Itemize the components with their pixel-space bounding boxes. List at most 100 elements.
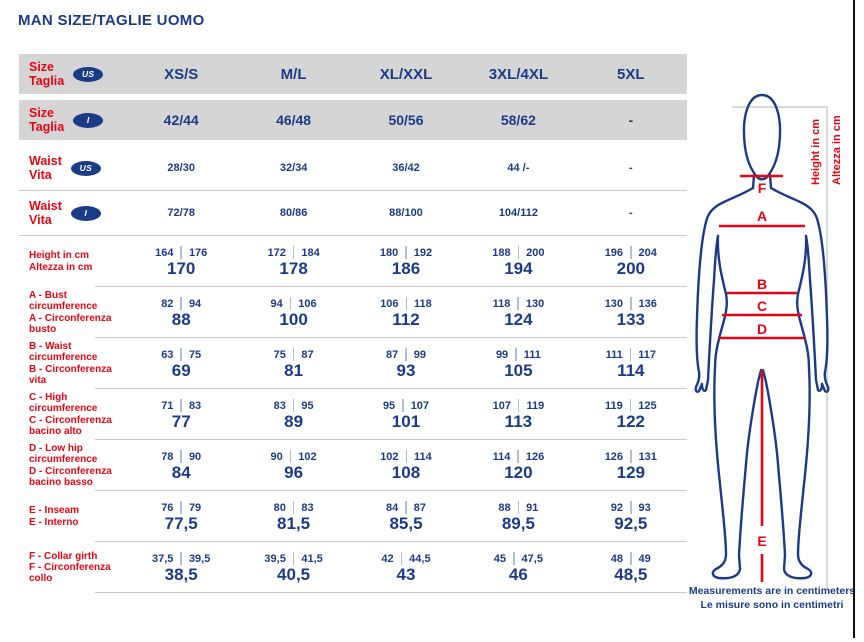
main-value: 84 [171,463,191,482]
range-divider [629,399,632,412]
value-range: 80 83 [274,501,314,514]
main-value: 170 [167,259,196,278]
range-max: 95 [301,399,314,412]
row-label: Size Taglia [29,60,65,88]
range-min: 107 [492,399,511,412]
range-min: 130 [604,297,624,310]
range-divider [629,348,632,361]
measure-cell: 95 107 101 [350,399,462,430]
range-divider [405,501,407,514]
measure-cell: 83 95 89 [237,399,349,430]
measure-cell: 164 176 170 [125,246,237,277]
measure-cell: 48 49 48,5 [575,552,687,583]
main-value: 133 [616,310,645,329]
range-min: 76 [161,501,174,514]
range-max: 119 [526,399,545,412]
measure-cell: 42 44,5 43 [350,552,462,583]
column-header: 5XL [617,65,645,83]
value-range: 39,5 41,5 [264,552,323,565]
measure-cell: 118 130 124 [462,297,574,328]
letter-C-high-hip: C [757,298,767,314]
range-divider [630,552,632,565]
main-value: 101 [391,412,421,431]
size-value: 28/30 [167,162,195,174]
size-value: 46/48 [276,112,312,128]
range-divider [405,246,407,259]
measure-cell: 111 117 114 [575,348,687,379]
main-value: 92,5 [614,514,648,533]
value-range: 82 94 [161,297,201,310]
value-range: 84 87 [386,501,426,514]
size-value: 104/112 [498,207,538,219]
measure-cell: 76 79 77,5 [125,501,237,532]
measure-cell: 63 75 69 [125,348,237,379]
row-header: B - Waist circumference B - Circonferenz… [19,341,125,386]
range-max: 91 [526,501,539,514]
range-max: 125 [638,399,657,412]
measure-cell: 196 204 200 [575,246,687,277]
row-header: A - Bust circumference A - Circonferenza… [19,290,125,335]
size-value: - [628,112,634,128]
range-min: 106 [380,297,399,310]
range-min: 180 [379,246,399,259]
row-header: Waist Vita US [19,154,125,182]
measure-cell: 188 200 194 [462,246,574,277]
main-value: 120 [504,463,533,482]
country-badge: US [70,160,101,176]
value-range: 114 126 [493,450,544,463]
measure-cell: 88 91 89,5 [462,501,574,532]
range-min: 45 [493,552,507,565]
main-value: 40,5 [277,565,311,584]
range-min: 83 [273,399,286,412]
range-max: 93 [638,501,651,514]
range-divider [292,348,295,361]
main-value: 108 [391,463,421,482]
value-range: 37,5 39,5 [152,552,210,565]
main-value: 186 [391,259,421,278]
measurement-lines [719,174,805,582]
measure-cell: 80 83 81,5 [237,501,349,532]
row-header: E - Inseam E - Interno [19,505,125,527]
size-table: Size Taglia US XS/S M/L XL/XXL 3XL/4XL 5… [19,54,687,593]
value-range: 188 200 [492,246,545,259]
main-value: 38,5 [164,565,198,584]
man-body-outline [694,93,830,580]
main-value: 105 [504,361,533,380]
row-label: D - Low hip circumference D - Circonfere… [29,443,112,488]
range-divider [630,450,632,463]
units-note: Measurements are in centimeters Le misur… [688,585,856,611]
measure-cell: 114 126 120 [462,450,574,481]
measure-cell: 94 106 100 [237,297,349,328]
range-max: 87 [301,348,314,361]
main-value: 88 [171,310,191,329]
value-range: 71 83 [161,399,201,412]
page-edge-line [853,0,855,638]
main-value: 89,5 [501,514,535,533]
value-range: 94 106 [271,297,317,310]
main-value: 100 [279,310,308,329]
main-value: 77 [171,412,191,431]
range-max: 136 [638,297,657,310]
range-divider [180,246,182,259]
value-range: 111 117 [606,348,656,361]
range-min: 78 [161,450,174,463]
size-value: 88/100 [389,207,423,219]
value-range: 99 111 [496,348,541,361]
value-range: 172 184 [267,246,320,259]
range-min: 87 [385,348,399,361]
main-value: 89 [284,412,304,431]
body-measurement-diagram: F A B C D E Height in cm Altezza in cm [694,93,843,588]
range-min: 42 [381,552,394,565]
range-min: 95 [382,399,396,412]
range-min: 48 [610,552,624,565]
size-value: 36/42 [392,162,420,174]
table-row: Size Taglia US XS/S M/L XL/XXL 3XL/4XL 5… [19,54,687,94]
range-max: 41,5 [301,552,323,565]
letter-A-bust: A [757,208,767,224]
range-divider [405,348,407,361]
column-header: XS/S [164,65,199,83]
range-max: 114 [414,450,432,463]
row-label: C - High circumference C - Circonferenza… [29,392,112,437]
table-row: A - Bust circumference A - Circonferenza… [19,287,687,338]
